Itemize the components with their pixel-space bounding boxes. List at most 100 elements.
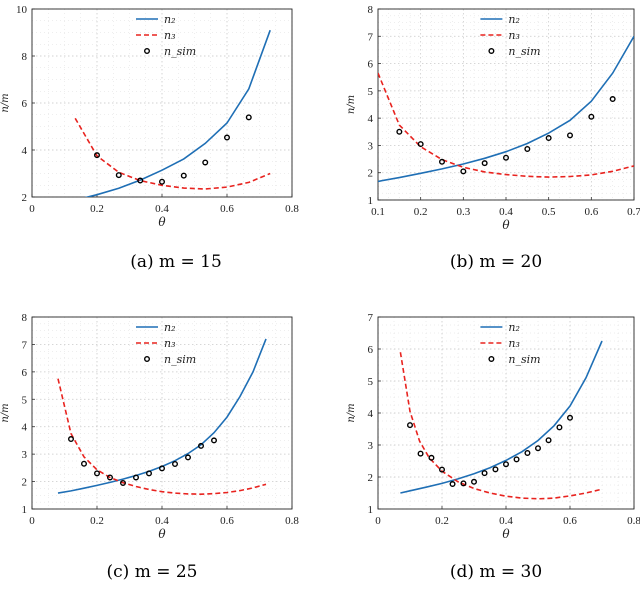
y-tick-label: 4: [368, 113, 374, 125]
sim-point: [439, 158, 446, 165]
n3-line: [57, 378, 267, 496]
legend-label: n₃: [164, 29, 176, 42]
y-axis-label: n/m: [346, 95, 357, 114]
x-tick-label: 0.2: [90, 515, 104, 527]
sim-point: [80, 460, 87, 467]
sim-point: [567, 132, 574, 139]
y-tick-label: 8: [368, 4, 374, 16]
chart-panel-4: 0 0.2 0.4 0.6 0.8 1 2 3 4 5 6 7 θ n/m n₂ n₃ n_sim (d) m =…: [346, 312, 640, 582]
sim-point: [524, 145, 531, 152]
legend-label: n_sim: [164, 353, 196, 366]
legend: n₂ n₃ n_sim: [136, 321, 196, 366]
legend-sim-swatch: [143, 356, 150, 363]
sim-point: [524, 450, 531, 457]
y-tick-label: 4: [368, 408, 374, 420]
sim-point: [449, 481, 456, 488]
sim-point: [503, 154, 510, 161]
y-tick-label: 7: [22, 339, 28, 351]
sim-point: [471, 478, 478, 485]
y-tick-label: 4: [22, 422, 28, 434]
y-tick-label: 7: [368, 312, 374, 324]
legend: n₂ n₃ n_sim: [480, 13, 541, 58]
y-tick-label: 1: [22, 504, 28, 516]
y-tick-label: 1: [368, 504, 374, 516]
x-tick-label: 0.8: [285, 203, 299, 215]
subfigure-caption: (a) m = 15: [130, 252, 222, 272]
sim-point: [145, 470, 152, 477]
n2-line: [378, 35, 634, 183]
sim-point: [503, 461, 510, 468]
legend-label: n_sim: [508, 353, 540, 366]
y-tick-label: 7: [368, 31, 374, 43]
sim-point: [115, 172, 122, 179]
y-tick-label: 3: [22, 449, 28, 461]
n3-line: [399, 352, 603, 500]
sim-point: [171, 461, 178, 468]
legend-sim-swatch: [143, 48, 150, 55]
legend-label: n₂: [508, 321, 520, 334]
sim-point: [407, 422, 414, 429]
sim-point: [556, 424, 563, 431]
n2-line: [400, 340, 603, 494]
y-tick-label: 10: [16, 4, 28, 16]
sim-point: [417, 141, 424, 148]
sim-point: [158, 178, 165, 185]
y-tick-label: 2: [368, 472, 374, 484]
y-tick-label: 6: [368, 59, 374, 71]
x-tick-label: 0.2: [90, 203, 104, 215]
x-tick-label: 0.3: [456, 206, 470, 218]
sim-point: [119, 479, 126, 486]
x-tick-label: 0.6: [563, 515, 577, 527]
x-axis-label: θ: [158, 215, 166, 229]
x-tick-label: 0.7: [627, 206, 640, 218]
x-tick-label: 0.5: [542, 206, 556, 218]
x-axis-label: θ: [502, 218, 510, 232]
sim-point: [535, 445, 542, 452]
y-tick-label: 3: [368, 440, 374, 452]
x-tick-label: 0.4: [499, 206, 513, 218]
sim-point: [545, 437, 552, 444]
x-axis-label: θ: [502, 527, 510, 541]
sim-point: [417, 450, 424, 457]
sim-point: [428, 454, 435, 461]
legend-label: n₃: [508, 29, 520, 42]
sim-point: [197, 442, 204, 449]
sim-point: [202, 159, 209, 166]
x-tick-label: 0.4: [499, 515, 513, 527]
subfigure-caption: (d) m = 30: [450, 562, 542, 582]
sim-point: [184, 454, 191, 461]
sim-point: [481, 470, 488, 477]
sim-point: [439, 466, 446, 473]
sim-point: [106, 474, 113, 481]
y-tick-label: 5: [368, 86, 374, 98]
sim-point: [545, 135, 552, 142]
sim-point: [67, 436, 74, 443]
y-tick-label: 8: [22, 312, 28, 324]
y-tick-label: 1: [368, 195, 374, 207]
x-tick-label: 0.2: [435, 515, 449, 527]
sim-point: [223, 134, 230, 141]
x-tick-label: 0.2: [414, 206, 428, 218]
chart-panel-1: 0 0.2 0.4 0.6 0.8 2 4 6 8 10 θ n/m n₂ n₃ n_sim (a) m = …: [0, 4, 299, 272]
y-tick-label: 6: [22, 367, 28, 379]
x-tick-label: 0.6: [584, 206, 598, 218]
y-tick-label: 5: [22, 394, 28, 406]
y-tick-label: 6: [368, 344, 374, 356]
x-tick-label: 0: [29, 515, 35, 527]
sim-point: [396, 128, 403, 135]
y-tick-label: 2: [22, 192, 28, 204]
x-tick-label: 0.6: [220, 515, 234, 527]
n3-line: [378, 72, 634, 178]
y-axis-label: n/m: [0, 403, 11, 422]
y-axis-label: n/m: [0, 93, 11, 112]
x-tick-label: 0.6: [220, 203, 234, 215]
sim-point: [210, 437, 217, 444]
y-tick-label: 3: [368, 140, 374, 152]
legend: n₂ n₃ n_sim: [480, 321, 541, 366]
legend-sim-swatch: [488, 48, 495, 55]
sim-point: [132, 474, 139, 481]
sim-point: [93, 152, 100, 159]
y-axis-label: n/m: [346, 403, 357, 422]
legend-label: n₂: [508, 13, 520, 26]
